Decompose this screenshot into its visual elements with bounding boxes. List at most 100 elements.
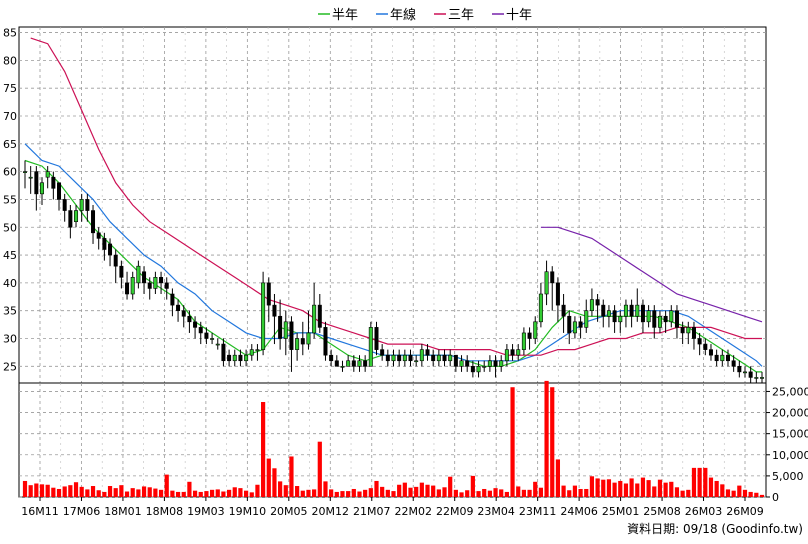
volume-bar <box>431 485 436 497</box>
price-y-tick-label: 40 <box>3 277 17 290</box>
volume-bar <box>346 491 351 497</box>
candle <box>442 349 447 367</box>
candle <box>408 349 413 367</box>
volume-bar <box>748 491 753 497</box>
candle-body <box>686 327 691 334</box>
candle <box>720 349 725 367</box>
price-y-tick-label: 80 <box>3 54 17 67</box>
candle-body <box>555 282 560 306</box>
candle <box>306 310 311 350</box>
volume-bar <box>436 489 441 497</box>
candle <box>380 344 385 361</box>
candle-body <box>34 171 39 195</box>
candle <box>402 349 407 367</box>
legend-label: 半年 <box>332 8 358 23</box>
volume-bar <box>363 489 368 497</box>
candle <box>555 277 560 322</box>
x-tick-label: 16M11 <box>21 505 59 518</box>
volume-bar <box>555 459 561 497</box>
volume-bar <box>278 481 283 497</box>
candle <box>550 266 555 311</box>
candle <box>629 299 634 328</box>
volume-bar <box>158 489 164 497</box>
candle <box>57 182 62 211</box>
volume-bar <box>425 484 430 497</box>
volume-bar <box>674 487 680 497</box>
volume-bar <box>272 468 277 497</box>
candle <box>170 288 175 317</box>
volume-bar <box>759 494 765 497</box>
candle-body <box>629 304 634 317</box>
candle <box>657 310 662 333</box>
candle <box>640 299 645 333</box>
candle-body <box>62 199 67 211</box>
volume-bar <box>708 477 714 497</box>
volume-bar <box>567 490 572 497</box>
candle <box>142 266 147 294</box>
volume-bar <box>742 489 748 497</box>
x-tick-label: 26M09 <box>726 505 764 518</box>
volume-bar <box>124 491 130 497</box>
candle <box>567 310 572 345</box>
volume-bar <box>680 490 685 497</box>
x-tick-label: 20M12 <box>312 505 350 518</box>
x-tick-label: 25M08 <box>643 505 681 518</box>
volume-bar <box>266 458 271 497</box>
candle-body <box>578 321 583 328</box>
candle <box>238 349 243 367</box>
volume-bar <box>136 489 141 497</box>
x-tick-label: 18M08 <box>146 505 184 518</box>
candle <box>708 344 713 361</box>
candle-body <box>674 310 679 328</box>
candle <box>544 260 549 306</box>
candle-body <box>623 304 628 317</box>
candle <box>674 305 679 339</box>
volume-bar <box>652 486 657 497</box>
candle <box>244 349 249 367</box>
volume-bar <box>397 484 402 497</box>
x-tick-label: 19M03 <box>187 505 225 518</box>
price-y-tick-label: 55 <box>3 193 17 206</box>
candle <box>453 354 458 372</box>
candle <box>323 321 328 361</box>
price-y-tick-label: 85 <box>3 27 17 40</box>
candle-body <box>538 293 543 323</box>
volume-bar <box>244 490 249 497</box>
candle <box>385 349 390 367</box>
candle-body <box>102 238 107 250</box>
volume-bar <box>465 490 470 497</box>
volume-y-tick-label: 0 <box>772 491 779 504</box>
candle <box>346 355 351 367</box>
candle <box>266 277 271 322</box>
candle-body <box>499 360 504 367</box>
candle-body <box>731 360 736 367</box>
candle-body <box>567 315 572 334</box>
volume-bar <box>238 488 243 497</box>
candle-body <box>561 304 566 317</box>
volume-bar <box>204 491 209 497</box>
volume-y-tick-label: 20,000 <box>772 407 808 420</box>
candle-body <box>453 354 458 367</box>
candle <box>193 316 198 339</box>
price-panel-frame <box>18 26 767 384</box>
candle <box>374 321 379 356</box>
volume-bar <box>119 485 124 497</box>
volume-bar <box>329 489 334 497</box>
volume-bar <box>476 491 481 497</box>
candle-body <box>527 332 532 339</box>
legend-item: 半年 <box>318 8 358 23</box>
candle <box>499 355 504 372</box>
volume-bar <box>73 482 79 497</box>
candle-body <box>147 282 152 289</box>
candle-body <box>657 315 662 328</box>
candle <box>448 349 453 367</box>
candle <box>198 321 203 345</box>
volume-bar <box>533 481 538 497</box>
candle-body <box>436 354 441 362</box>
candle-body <box>584 310 589 328</box>
candle <box>691 321 696 350</box>
candle <box>227 349 232 367</box>
footer-label: 資料日期: 09/18 (Goodinfo.tw) <box>627 522 803 536</box>
candle <box>181 305 186 328</box>
volume-bar <box>317 441 322 497</box>
